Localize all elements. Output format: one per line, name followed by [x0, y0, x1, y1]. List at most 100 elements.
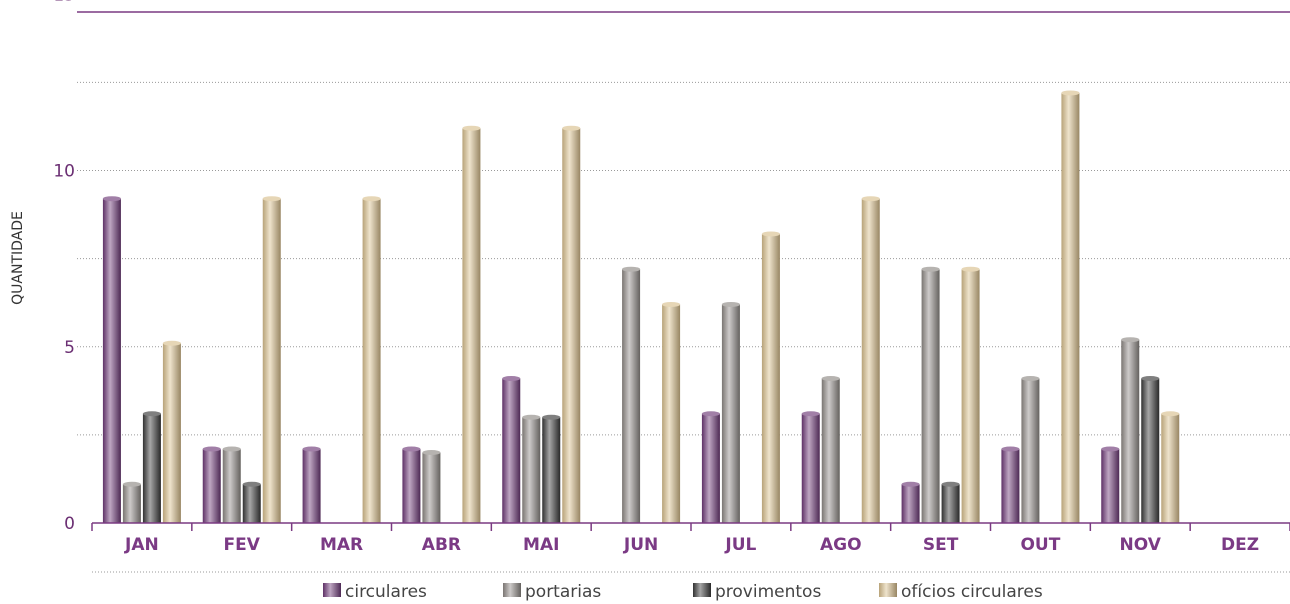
bar-cap: [122, 481, 141, 487]
legend-label: provimentos: [715, 582, 821, 602]
x-tick-label: JAN: [124, 535, 159, 555]
bar-ago-1: [821, 378, 840, 523]
bar-cap: [662, 301, 681, 307]
legend: circulares portarias provimentos ofícios ci…: [323, 582, 1043, 602]
bar-ago-0: [801, 413, 820, 523]
bar-out-0: [1001, 448, 1020, 523]
x-tick-label: SET: [923, 535, 959, 555]
bar-cap: [961, 266, 980, 272]
bar-cap: [761, 231, 780, 237]
bar-cap: [901, 481, 920, 487]
x-tick-label: FEV: [224, 535, 261, 555]
bar-set-3: [961, 269, 980, 523]
bar-cap: [142, 411, 161, 417]
legend-swatch: [323, 583, 341, 597]
x-axis-ticks: [91, 523, 1290, 531]
legend-swatch: [693, 583, 711, 597]
bar-cap: [1121, 337, 1140, 343]
bar-fev-2: [242, 484, 261, 523]
bar-out-1: [1021, 378, 1040, 523]
x-tick-label: NOV: [1120, 535, 1162, 555]
bar-cap: [422, 450, 441, 455]
bar-cap: [821, 375, 840, 381]
x-axis-labels: JAN FEV MAR ABR MAI JUN JUL AGO SET OUT NOV DEZ: [124, 535, 1259, 555]
y-tick-label: 10: [53, 162, 75, 182]
bar-cap: [861, 196, 880, 202]
bar-jan-2: [142, 413, 161, 523]
bar-nov-2: [1141, 378, 1160, 523]
bar-jun-3: [662, 304, 681, 523]
bar-cap: [801, 411, 820, 417]
bar-cap: [1061, 90, 1080, 96]
legend-label: circulares: [345, 582, 427, 602]
bar-ago-3: [861, 198, 880, 523]
gridlines: [77, 81, 1290, 436]
x-tick-label: JUL: [724, 535, 756, 555]
bar-cap: [562, 125, 581, 131]
bar-jan-3: [162, 343, 181, 523]
bars: [102, 90, 1180, 523]
bar-set-2: [941, 484, 960, 523]
x-tick-label: JUN: [623, 535, 658, 555]
bar-cap: [202, 446, 221, 452]
y-axis-ticks: 0 5 10 15: [53, 0, 75, 534]
bar-cap: [921, 266, 940, 272]
bar-set-0: [901, 484, 920, 523]
bar-set-1: [921, 269, 940, 523]
x-tick-label: DEZ: [1221, 535, 1259, 555]
bar-nov-0: [1101, 448, 1120, 523]
legend-swatch: [503, 583, 521, 597]
bar-mar-3: [362, 198, 381, 523]
bar-jan-1: [122, 484, 141, 523]
bar-abr-0: [402, 448, 421, 523]
bar-cap: [502, 375, 521, 381]
bar-cap: [701, 411, 720, 417]
x-tick-label: ABR: [422, 535, 461, 555]
y-tick-label: 5: [64, 338, 75, 358]
bar-cap: [1021, 375, 1040, 381]
bar-cap: [522, 414, 541, 420]
bar-mar-0: [302, 448, 321, 523]
bar-cap: [941, 481, 960, 487]
bar-out-3: [1061, 92, 1080, 523]
bar-jul-1: [721, 304, 740, 523]
bar-cap: [262, 196, 281, 202]
bar-cap: [1001, 446, 1020, 452]
bar-mai-3: [562, 128, 581, 523]
bar-cap: [362, 196, 381, 202]
bar-cap: [1161, 411, 1180, 417]
bar-jan-0: [102, 198, 121, 523]
bar-cap: [1141, 375, 1160, 381]
y-tick-label: 0: [64, 514, 75, 534]
bar-fev-1: [222, 448, 241, 523]
bar-cap: [162, 340, 181, 346]
bar-jul-0: [701, 413, 720, 523]
bar-fev-0: [202, 448, 221, 523]
bar-abr-3: [462, 128, 481, 523]
bar-cap: [222, 446, 241, 452]
x-tick-label: MAI: [523, 535, 559, 555]
bar-cap: [622, 266, 641, 272]
x-tick-label: OUT: [1020, 535, 1060, 555]
bar-mai-2: [542, 417, 561, 523]
x-tick-label: MAR: [320, 535, 363, 555]
bar-mai-0: [502, 378, 521, 523]
bar-cap: [462, 125, 481, 131]
bar-nov-1: [1121, 339, 1140, 523]
bar-abr-1: [422, 452, 441, 523]
bar-cap: [1101, 446, 1120, 452]
bar-cap: [542, 414, 561, 420]
bar-cap: [402, 446, 421, 452]
y-tick-label: 15: [53, 0, 75, 5]
bar-cap: [721, 301, 740, 307]
bar-nov-3: [1161, 413, 1180, 523]
bar-cap: [242, 481, 261, 487]
legend-swatch: [879, 583, 897, 597]
legend-label: ofícios circulares: [901, 582, 1043, 602]
legend-label: portarias: [525, 582, 601, 602]
bar-cap: [102, 196, 121, 202]
bar-mai-1: [522, 417, 541, 523]
x-tick-label: AGO: [820, 535, 862, 555]
y-axis-label: QUANTIDADE: [10, 211, 26, 305]
